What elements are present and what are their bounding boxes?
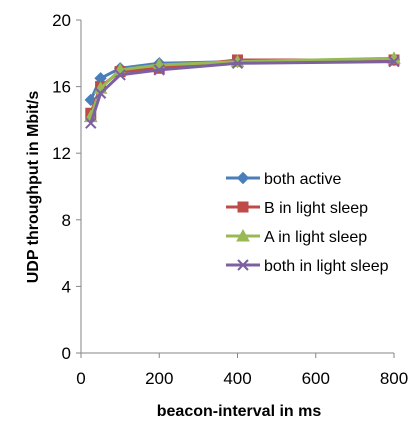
legend-swatch-marker [237, 201, 249, 213]
legend-entry-2: B in light sleep [226, 200, 368, 217]
legend-label: both in light sleep [264, 258, 389, 275]
data-point [114, 69, 126, 81]
data-point [153, 64, 165, 76]
legend-label: both active [264, 171, 341, 188]
marker-stroke [85, 117, 97, 129]
x-axis-title: beacon-interval in ms [157, 403, 322, 420]
legend-label: A in light sleep [264, 229, 367, 246]
x-tick-label: 600 [302, 369, 330, 388]
y-tick-label: 4 [62, 277, 71, 296]
legend-swatch-marker [236, 228, 250, 242]
data-point [388, 55, 400, 68]
plot-series [83, 51, 401, 129]
marker-stroke [231, 57, 244, 69]
y-tick-label: 0 [62, 344, 71, 363]
legend-label: B in light sleep [264, 200, 368, 217]
y-axis-title: UDP throughput in Mbit/s [25, 91, 42, 284]
x-tick-label: 400 [223, 369, 251, 388]
data-point [94, 87, 107, 99]
marker-stroke [388, 55, 400, 68]
y-tick-label: 20 [52, 11, 71, 30]
series-line [89, 60, 395, 124]
marker-stroke [237, 259, 249, 271]
series-4 [85, 55, 400, 129]
legend-entry-1: both active [226, 171, 341, 188]
y-tick-label: 8 [62, 211, 71, 230]
marker-stroke [94, 87, 107, 99]
x-tick-label: 800 [380, 369, 408, 388]
data-point [231, 57, 244, 69]
x-tick-label: 0 [76, 369, 85, 388]
legend-swatch-marker [236, 171, 250, 185]
legend-entry-3: A in light sleep [226, 228, 367, 246]
marker-stroke [114, 69, 126, 81]
legend-swatch-marker [237, 259, 249, 271]
legend: both active B in light sleep A in light sl… [226, 171, 389, 275]
y-tick-label: 12 [52, 144, 71, 163]
marker-stroke [153, 64, 165, 76]
legend-entry-4: both in light sleep [226, 258, 389, 275]
data-point [85, 117, 97, 129]
x-tick-label: 200 [145, 369, 173, 388]
y-tick-label: 16 [52, 78, 71, 97]
